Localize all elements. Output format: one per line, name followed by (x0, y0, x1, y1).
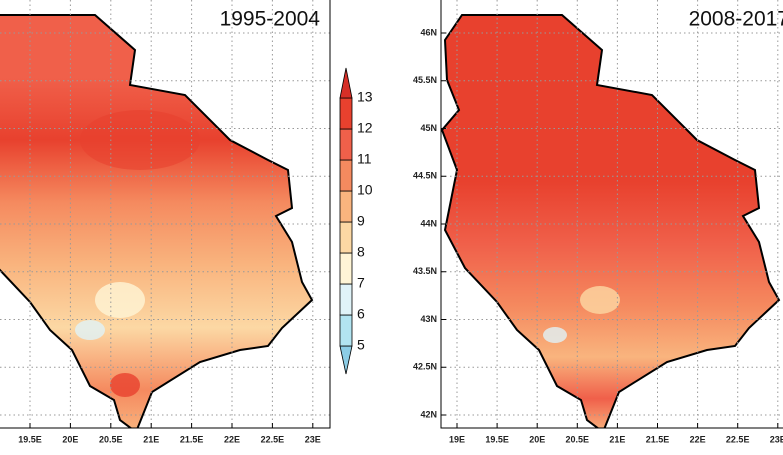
colorbar-swatch (339, 314, 353, 347)
colorbar-swatch (339, 190, 353, 223)
y-tick-label: 43N (420, 314, 437, 324)
x-tick-label: 21E (609, 434, 625, 444)
y-tick-label: 42.5N (413, 362, 437, 372)
left-map (0, 14, 313, 428)
y-tick-label: 42N (420, 409, 437, 419)
x-tick-label: 20.5E (566, 434, 590, 444)
colorbar-label: 13 (357, 89, 373, 105)
colorbar-label: 9 (357, 213, 365, 229)
y-tick-label: 45N (420, 123, 437, 133)
x-tick-label: 21.5E (646, 434, 670, 444)
y-tick-label: 43.5N (413, 266, 437, 276)
grid: 19.5E 20E 20.5E 21E 21.5E 22E 22.5E 23E 19E 19.5E… (0, 0, 783, 444)
left-frame (0, 0, 331, 429)
x-tick-label: 19E (449, 434, 465, 444)
colorbar-swatch (339, 283, 353, 316)
x-tick-label: 23E (305, 434, 321, 444)
colorbar-label: 12 (357, 120, 373, 136)
panel-title: 1995-2004 (220, 8, 321, 31)
colorbar-label: 7 (357, 275, 365, 291)
colorbar-triangle (339, 345, 353, 375)
colorbar-swatch (339, 97, 353, 130)
x-tick-label: 23E (770, 434, 783, 444)
x-tick-label: 20.5E (99, 434, 123, 444)
x-tick-label: 22E (690, 434, 706, 444)
x-tick-label: 20E (529, 434, 545, 444)
y-tick-label: 45.5N (413, 75, 437, 85)
colorbar-swatch (339, 252, 353, 285)
colorbar: 5 6 7 8 9 10 11 12 13 (339, 67, 373, 375)
colorbar-label: 8 (357, 244, 365, 260)
colorbar-swatch (339, 159, 353, 192)
x-tick-label: 21.5E (180, 434, 204, 444)
y-tick-label: 46N (420, 27, 437, 37)
colorbar-label: 6 (357, 306, 365, 322)
x-tick-label: 22.5E (261, 434, 285, 444)
colorbar-swatch (339, 128, 353, 161)
y-tick-label: 44N (420, 218, 437, 228)
x-tick-label: 22.5E (726, 434, 750, 444)
colorbar-label: 11 (357, 151, 372, 167)
colorbar-triangle (339, 67, 353, 99)
right-map (441, 14, 780, 428)
colorbar-label: 10 (357, 182, 373, 198)
colorbar-label: 5 (357, 337, 365, 353)
x-tick-label: 19.5E (18, 434, 42, 444)
panel-title: 2008-2017 (689, 8, 783, 31)
x-tick-label: 22E (224, 434, 240, 444)
x-tick-label: 20E (62, 434, 78, 444)
x-tick-label: 21E (143, 434, 159, 444)
x-tick-label: 19.5E (485, 434, 509, 444)
colorbar-swatch (339, 221, 353, 254)
right-frame (440, 0, 783, 429)
y-tick-label: 44.5N (413, 171, 437, 181)
